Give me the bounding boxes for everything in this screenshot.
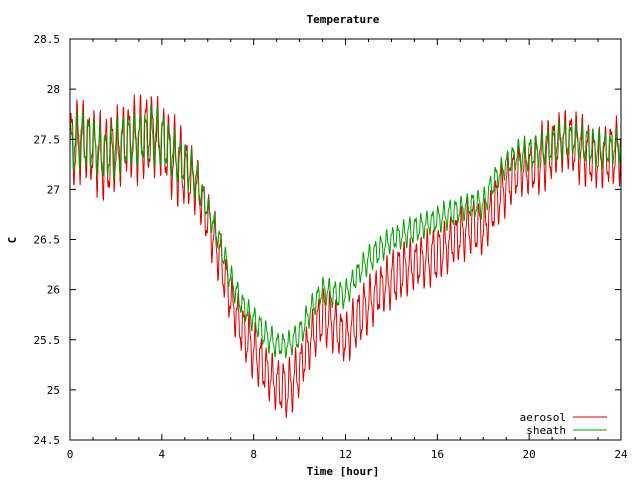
- chart-title: Temperature: [307, 13, 380, 26]
- y-tick-label: 26.5: [34, 234, 61, 247]
- x-tick-label: 20: [523, 448, 536, 461]
- y-axis-label: C: [6, 237, 19, 244]
- x-tick-label: 16: [431, 448, 444, 461]
- y-tick-label: 25.5: [34, 334, 61, 347]
- y-tick-label: 28.5: [34, 33, 61, 46]
- y-tick-label: 26: [47, 284, 60, 297]
- x-tick-label: 24: [614, 448, 628, 461]
- x-tick-label: 4: [159, 448, 166, 461]
- x-tick-label: 0: [67, 448, 74, 461]
- plot-frame: [69, 38, 622, 441]
- legend-label-sheath: sheath: [526, 424, 566, 437]
- x-tick-label: 12: [339, 448, 352, 461]
- x-axis: 0 4 8 12 16 20 24: [67, 39, 628, 461]
- series-line-sheath: [69, 104, 622, 359]
- x-tick-label: 8: [250, 448, 257, 461]
- y-tick-label: 27.5: [34, 133, 61, 146]
- y-tick-label: 28: [47, 83, 60, 96]
- legend-label-aerosol: aerosol: [520, 411, 566, 424]
- x-axis-label: Time [hour]: [307, 465, 380, 478]
- plot-series: [69, 94, 622, 419]
- y-tick-label: 27: [47, 183, 60, 196]
- y-tick-label: 25: [47, 384, 60, 397]
- series-line-aerosol: [69, 94, 622, 419]
- y-axis: 24.5 25 25.5 26 26.5 27 27.5 28 28.5: [34, 33, 621, 447]
- y-tick-label: 24.5: [34, 434, 61, 447]
